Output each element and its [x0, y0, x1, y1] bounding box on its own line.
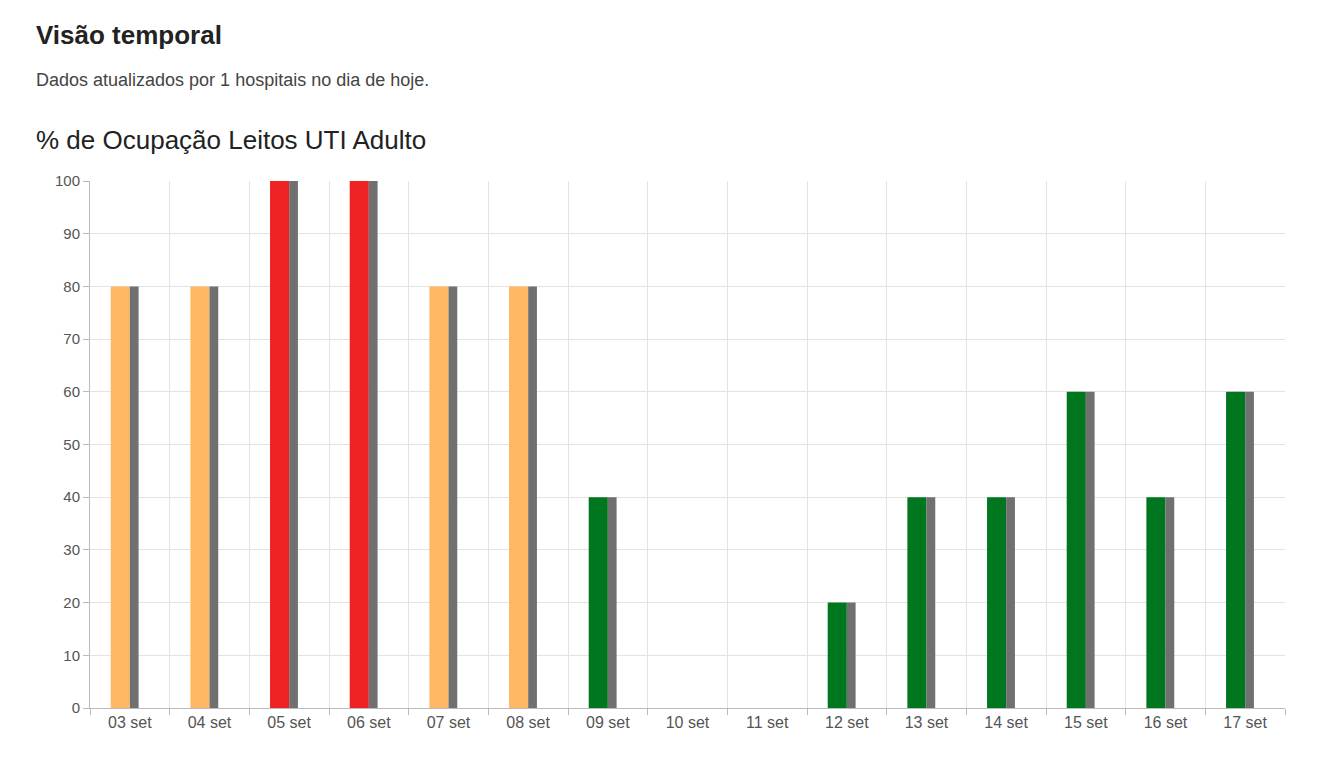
- svg-text:14 set: 14 set: [984, 714, 1028, 731]
- svg-text:07 set: 07 set: [427, 714, 471, 731]
- svg-text:90: 90: [63, 225, 80, 242]
- svg-text:80: 80: [63, 278, 80, 295]
- html-text:Dados atualizados por 1 hospit: Dados atualizados por 1 hospitais no dia…: [36, 70, 430, 90]
- svg-text:10 set: 10 set: [666, 714, 710, 731]
- svg-text:11 set: 11 set: [746, 714, 789, 731]
- svg-text:100: 100: [55, 172, 80, 189]
- svg-text:06 set: 06 set: [347, 714, 391, 731]
- svg-text:04 set: 04 set: [188, 714, 232, 731]
- svg-text:20: 20: [63, 594, 80, 611]
- svg-text:60: 60: [63, 383, 80, 400]
- svg-text:50: 50: [63, 436, 80, 453]
- svg-text:08 set: 08 set: [506, 714, 550, 731]
- svg-text:15 set: 15 set: [1064, 714, 1108, 731]
- svg-text:0: 0: [72, 699, 80, 716]
- svg-text:05 set: 05 set: [267, 714, 311, 731]
- html-text:Visão temporal: Visão temporal: [36, 20, 222, 50]
- svg-text:40: 40: [63, 488, 80, 505]
- svg-text:70: 70: [63, 330, 80, 347]
- svg-text:17 set: 17 set: [1223, 714, 1267, 731]
- svg-text:09 set: 09 set: [586, 714, 630, 731]
- svg-text:12 set: 12 set: [825, 714, 869, 731]
- svg-text:30: 30: [63, 541, 80, 558]
- svg-text:03 set: 03 set: [108, 714, 152, 731]
- svg-text:10: 10: [63, 647, 80, 664]
- svg-text:13 set: 13 set: [905, 714, 949, 731]
- svg-text:% de Ocupação Leitos UTI Adult: % de Ocupação Leitos UTI Adulto: [36, 125, 426, 155]
- svg-text:16 set: 16 set: [1144, 714, 1188, 731]
